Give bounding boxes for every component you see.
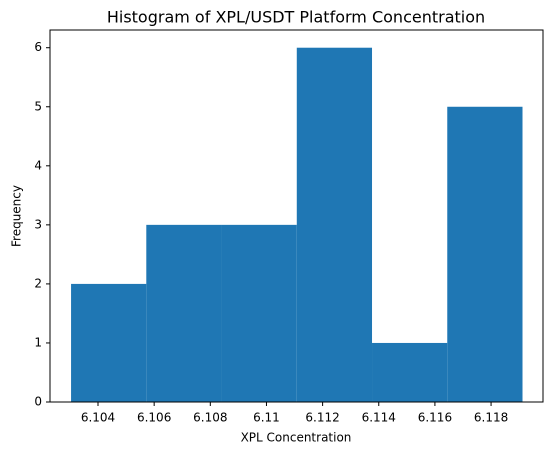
x-tick-label: 6.118	[474, 411, 508, 425]
x-tick-label: 6.108	[193, 411, 227, 425]
x-axis-label: XPL Concentration	[241, 431, 352, 445]
x-tick-label: 6.104	[81, 411, 115, 425]
y-axis-label: Frequency	[10, 185, 24, 247]
bar	[221, 224, 297, 402]
chart-title: Histogram of XPL/USDT Platform Concentra…	[107, 8, 485, 27]
bar	[372, 342, 448, 402]
y-tick-label: 0	[34, 395, 42, 409]
x-tick-label: 6.114	[362, 411, 396, 425]
x-tick-label: 6.106	[137, 411, 171, 425]
x-tick-label: 6.116	[418, 411, 452, 425]
x-tick-label: 6.112	[305, 411, 339, 425]
x-tick-label: 6.11	[253, 411, 280, 425]
axes-frame	[49, 29, 544, 403]
bar	[71, 283, 147, 402]
y-tick-label: 6	[34, 40, 42, 54]
bar	[146, 224, 222, 402]
y-tick-label: 1	[34, 335, 42, 349]
bar	[447, 106, 523, 402]
bar	[296, 47, 373, 402]
y-tick-label: 2	[34, 276, 42, 290]
y-tick-label: 4	[34, 158, 42, 172]
y-tick-label: 3	[34, 217, 42, 231]
y-tick-label: 5	[34, 99, 42, 113]
